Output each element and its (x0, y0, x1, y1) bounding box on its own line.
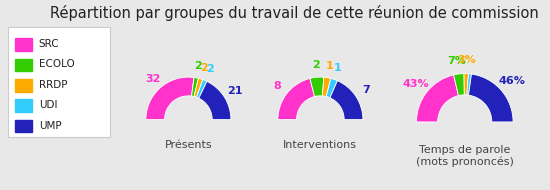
Wedge shape (191, 78, 199, 97)
Text: 32: 32 (145, 74, 160, 84)
Text: 7: 7 (362, 85, 370, 95)
Text: 8: 8 (273, 81, 281, 91)
Text: SRC: SRC (39, 39, 59, 49)
Text: ECOLO: ECOLO (39, 59, 75, 69)
Wedge shape (454, 74, 464, 96)
Text: Temps de parole
(mots prononcés): Temps de parole (mots prononcés) (416, 145, 514, 167)
Wedge shape (326, 78, 338, 98)
Wedge shape (199, 81, 231, 120)
Text: Interventions: Interventions (283, 140, 358, 150)
Text: UDI: UDI (39, 100, 57, 110)
Wedge shape (464, 74, 469, 95)
Text: 2: 2 (195, 61, 202, 71)
Text: RRDP: RRDP (39, 80, 67, 90)
Text: 46%: 46% (498, 76, 525, 86)
Wedge shape (310, 77, 324, 97)
Text: 21: 21 (227, 86, 242, 96)
Text: Répartition par groupes du travail de cette réunion de commission: Répartition par groupes du travail de ce… (50, 5, 538, 21)
Wedge shape (330, 81, 363, 120)
Wedge shape (194, 78, 203, 97)
Text: 2: 2 (200, 63, 208, 73)
Text: 7%: 7% (448, 55, 466, 66)
Text: Présents: Présents (164, 140, 212, 150)
Text: 43%: 43% (403, 79, 430, 89)
Bar (15, 79, 32, 92)
Text: 3%: 3% (457, 55, 476, 65)
Text: 2: 2 (206, 64, 213, 74)
Bar (15, 38, 32, 51)
Bar (15, 99, 32, 112)
Wedge shape (467, 74, 471, 95)
Wedge shape (278, 78, 315, 120)
Text: 1: 1 (326, 61, 333, 71)
Wedge shape (196, 80, 207, 98)
Text: 2: 2 (312, 60, 320, 70)
Wedge shape (469, 74, 513, 122)
Wedge shape (322, 77, 331, 97)
Wedge shape (416, 75, 459, 122)
Bar (15, 120, 32, 132)
Bar (15, 59, 32, 71)
Text: 1: 1 (334, 63, 342, 73)
Wedge shape (146, 77, 194, 120)
Text: UMP: UMP (39, 121, 62, 131)
